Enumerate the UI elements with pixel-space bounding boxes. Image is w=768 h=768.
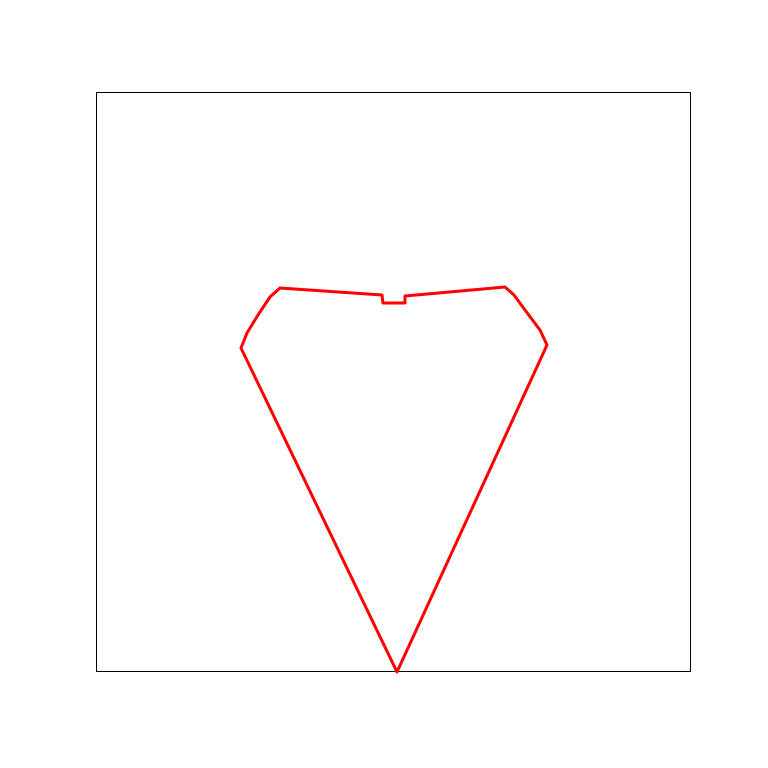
red-outline-shape <box>239 285 549 674</box>
plot-frame <box>96 92 691 672</box>
